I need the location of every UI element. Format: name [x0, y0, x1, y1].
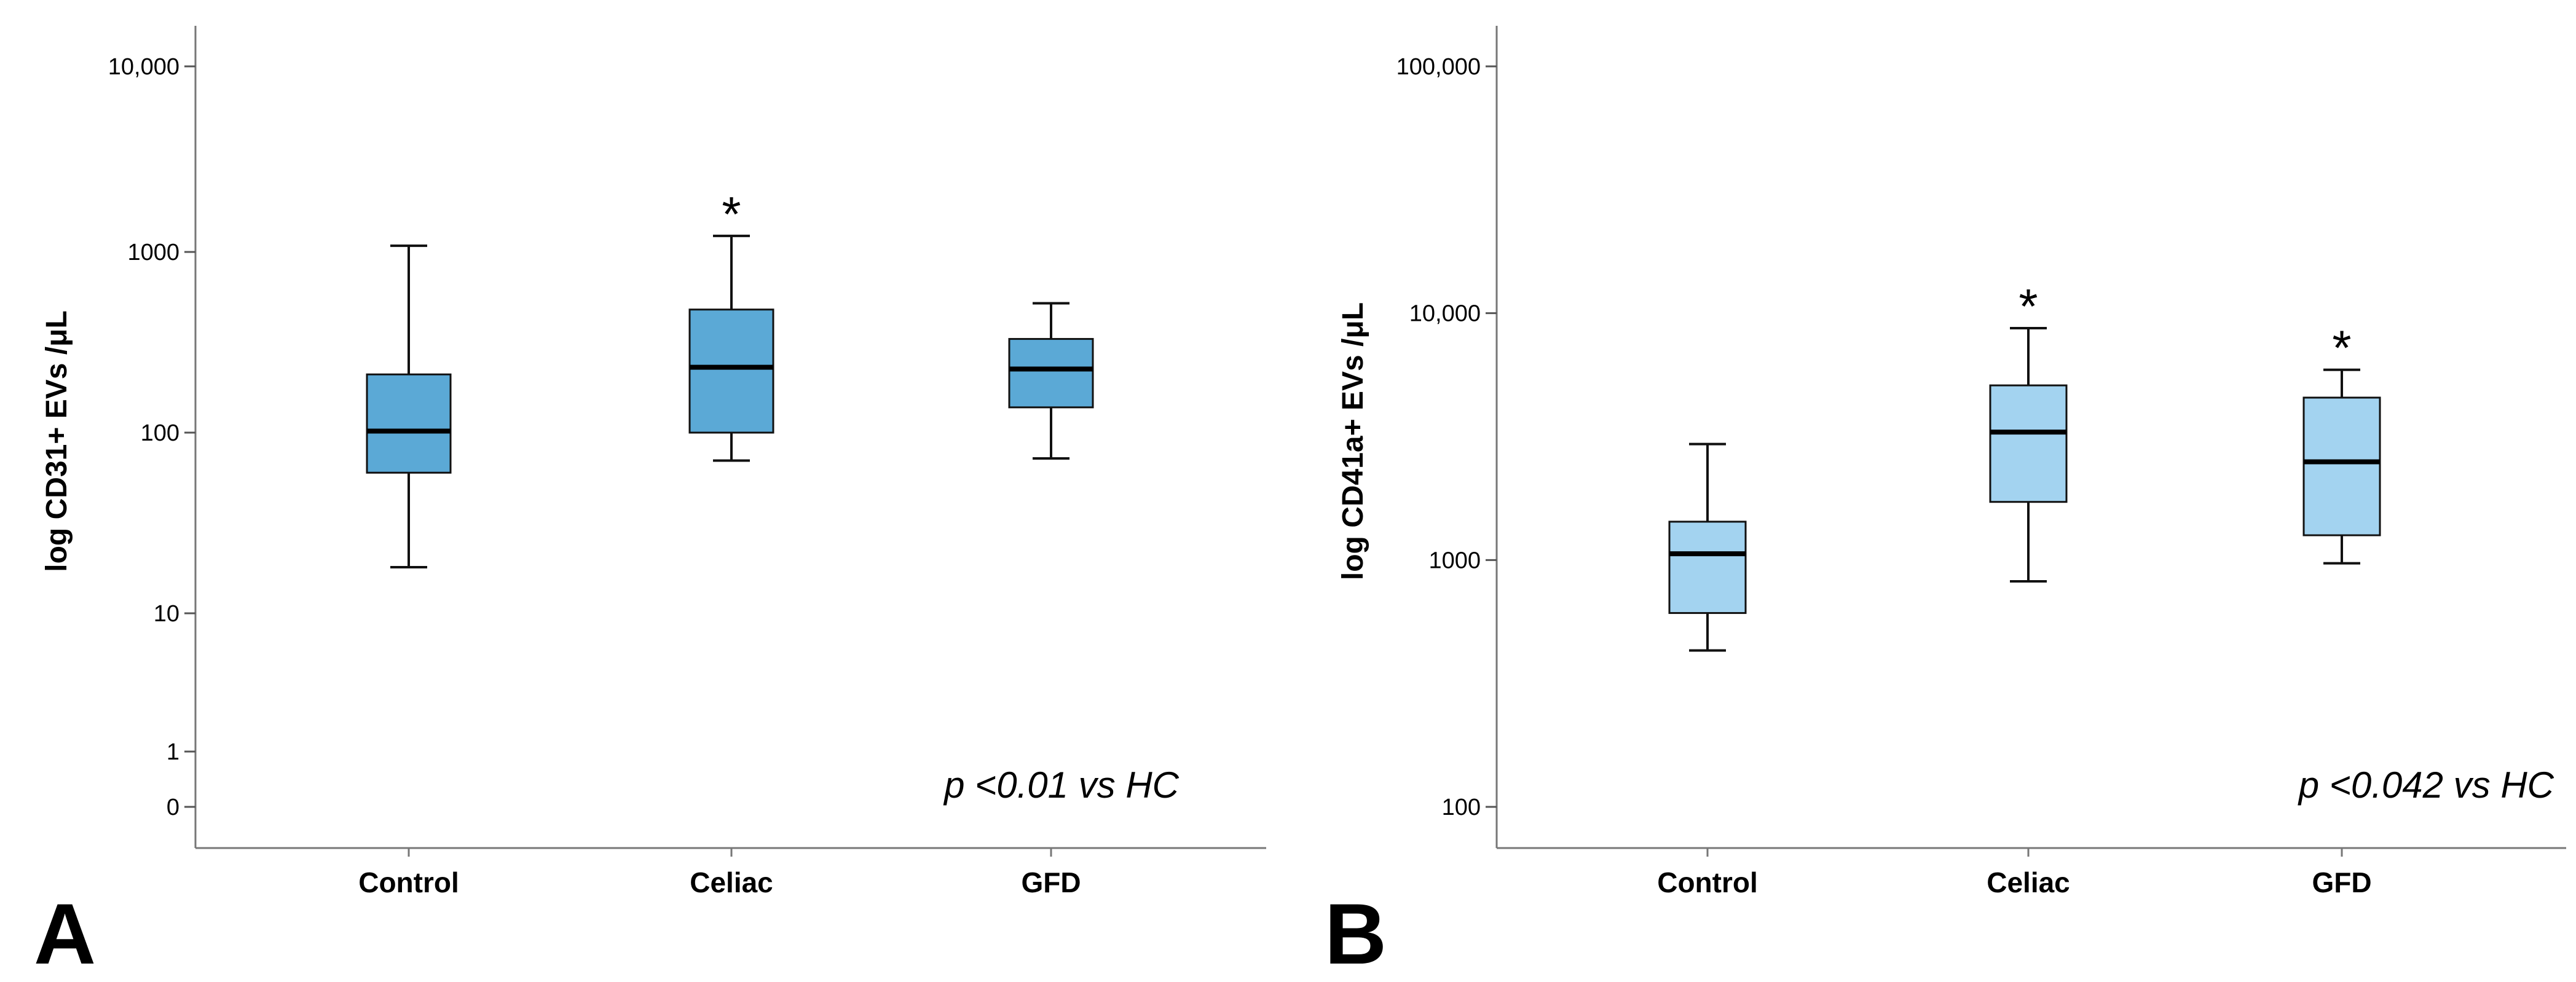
- x-tick-label: Celiac: [1987, 866, 2070, 898]
- y-tick-label: 1000: [1428, 548, 1481, 573]
- x-tick-label: Celiac: [690, 866, 773, 898]
- y-tick-label: 10: [154, 601, 179, 627]
- x-tick-label: Control: [358, 866, 459, 898]
- y-axis-label: log CD31+ EVs /μL: [41, 310, 73, 572]
- y-tick-label: 10,000: [108, 54, 179, 80]
- panel-a: 0 1 10 100 1000 10,000 log CD31+ EVs /μL Contro…: [34, 26, 1266, 982]
- p-value-annotation: p <0.01 vs HC: [943, 764, 1180, 806]
- significance-star: *: [722, 187, 741, 242]
- y-tick-label: 1000: [127, 240, 179, 265]
- y-tick-label: 1: [167, 739, 179, 765]
- panel-letter: B: [1325, 886, 1387, 982]
- y-axis-label: log CD41a+ EVs /μL: [1337, 302, 1369, 580]
- significance-star: *: [2332, 321, 2351, 375]
- iqr-box: [688, 308, 774, 434]
- x-tick-label: Control: [1657, 866, 1758, 898]
- iqr-box: [2302, 396, 2381, 536]
- panel-b: 100 1000 10,000 100,000 log CD41a+ EVs /μL Co…: [1325, 26, 2566, 982]
- box-control: [366, 244, 452, 568]
- y-tick-label: 0: [167, 795, 179, 820]
- x-tick-label: GFD: [1021, 866, 1081, 898]
- p-value-annotation: p <0.042 vs HC: [2298, 764, 2554, 806]
- panel-letter: A: [34, 886, 96, 982]
- iqr-box: [1668, 520, 1747, 615]
- y-tick-label: 100,000: [1396, 54, 1481, 80]
- x-tick-label: GFD: [2312, 866, 2371, 898]
- iqr-box: [366, 373, 452, 474]
- y-tick-label: 100: [1442, 795, 1481, 820]
- box-control: [1668, 442, 1747, 652]
- y-tick-label: 100: [141, 420, 179, 446]
- box-celiac: *: [688, 187, 774, 462]
- box-gfd: *: [2302, 321, 2381, 565]
- box-gfd: [1008, 302, 1094, 460]
- box-celiac: *: [1989, 279, 2068, 583]
- significance-star: *: [2019, 279, 2038, 334]
- y-tick-label: 10,000: [1409, 301, 1481, 327]
- iqr-box: [1989, 384, 2068, 503]
- iqr-box: [1008, 338, 1094, 409]
